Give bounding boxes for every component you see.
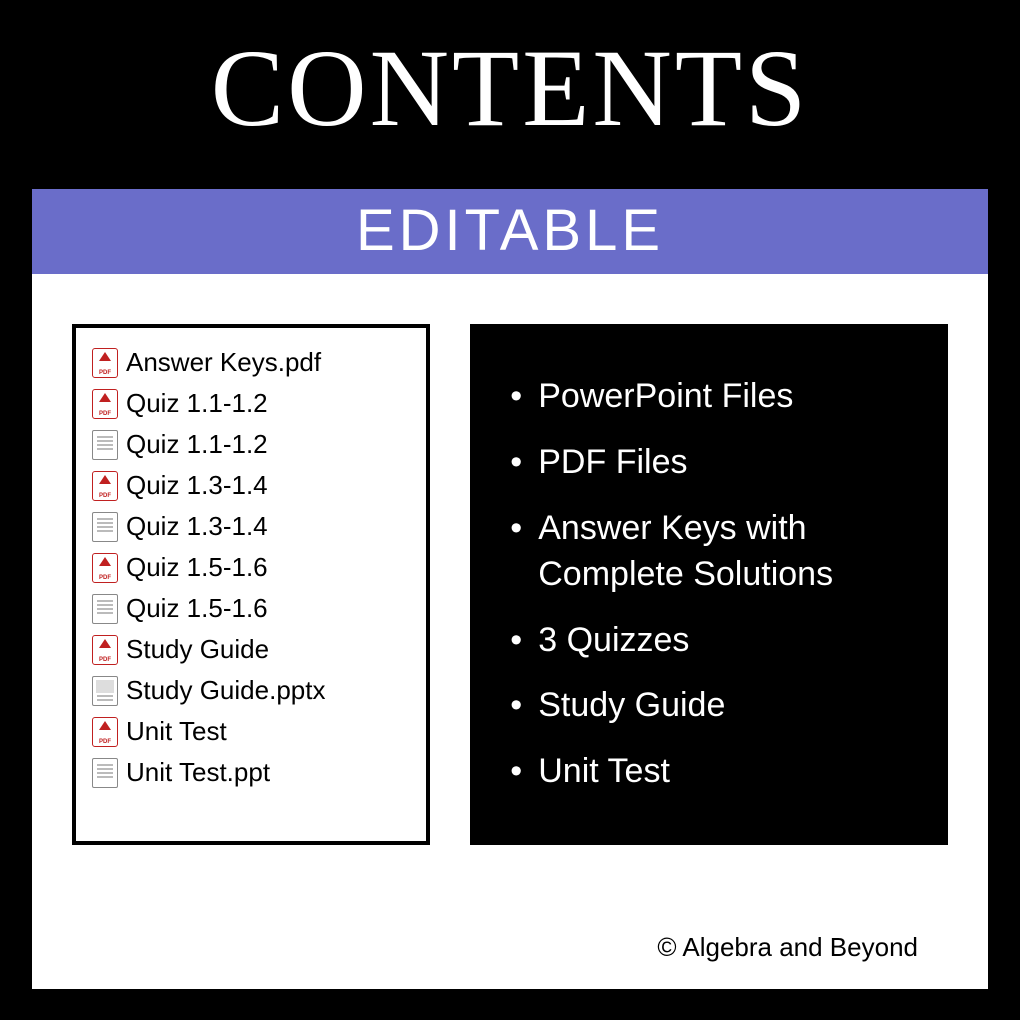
file-item: Unit Test.ppt [92, 752, 410, 793]
content-row: Answer Keys.pdf Quiz 1.1-1.2 Quiz 1.1-1.… [32, 274, 988, 845]
file-name: Quiz 1.3-1.4 [126, 470, 268, 501]
copyright: © Algebra and Beyond [657, 932, 918, 963]
file-name: Unit Test [126, 716, 227, 747]
bullet-item: Answer Keys with Complete Solutions [510, 496, 918, 608]
file-item: Quiz 1.1-1.2 [92, 424, 410, 465]
page-title: CONTENTS [0, 0, 1020, 167]
bullet-item: PDF Files [510, 430, 918, 496]
pdf-icon [92, 471, 118, 501]
file-item: Quiz 1.3-1.4 [92, 465, 410, 506]
file-name: Quiz 1.1-1.2 [126, 388, 268, 419]
file-name: Quiz 1.3-1.4 [126, 511, 268, 542]
file-item: Study Guide.pptx [92, 670, 410, 711]
pdf-icon [92, 717, 118, 747]
file-list: Answer Keys.pdf Quiz 1.1-1.2 Quiz 1.1-1.… [72, 324, 430, 845]
file-item: Study Guide [92, 629, 410, 670]
file-name: Quiz 1.5-1.6 [126, 593, 268, 624]
pdf-icon [92, 553, 118, 583]
file-item: Quiz 1.1-1.2 [92, 383, 410, 424]
doc-icon [92, 758, 118, 788]
file-item: Quiz 1.3-1.4 [92, 506, 410, 547]
bullet-item: Study Guide [510, 673, 918, 739]
pdf-icon [92, 348, 118, 378]
doc-icon [92, 512, 118, 542]
bullet-item: 3 Quizzes [510, 608, 918, 674]
file-name: Answer Keys.pdf [126, 347, 321, 378]
bullet-panel: PowerPoint Files PDF Files Answer Keys w… [470, 324, 948, 845]
doc-icon [92, 594, 118, 624]
file-name: Study Guide.pptx [126, 675, 325, 706]
file-item: Quiz 1.5-1.6 [92, 588, 410, 629]
doc-icon [92, 430, 118, 460]
file-name: Quiz 1.1-1.2 [126, 429, 268, 460]
bullet-list: PowerPoint Files PDF Files Answer Keys w… [510, 364, 918, 805]
bullet-item: Unit Test [510, 739, 918, 805]
banner: EDITABLE [32, 189, 988, 274]
file-name: Unit Test.ppt [126, 757, 270, 788]
pdf-icon [92, 389, 118, 419]
ppt-icon [92, 676, 118, 706]
file-item: Answer Keys.pdf [92, 342, 410, 383]
file-name: Study Guide [126, 634, 269, 665]
pdf-icon [92, 635, 118, 665]
bullet-item: PowerPoint Files [510, 364, 918, 430]
file-item: Unit Test [92, 711, 410, 752]
file-name: Quiz 1.5-1.6 [126, 552, 268, 583]
file-item: Quiz 1.5-1.6 [92, 547, 410, 588]
content-panel: EDITABLE Answer Keys.pdf Quiz 1.1-1.2 Qu… [32, 189, 988, 989]
